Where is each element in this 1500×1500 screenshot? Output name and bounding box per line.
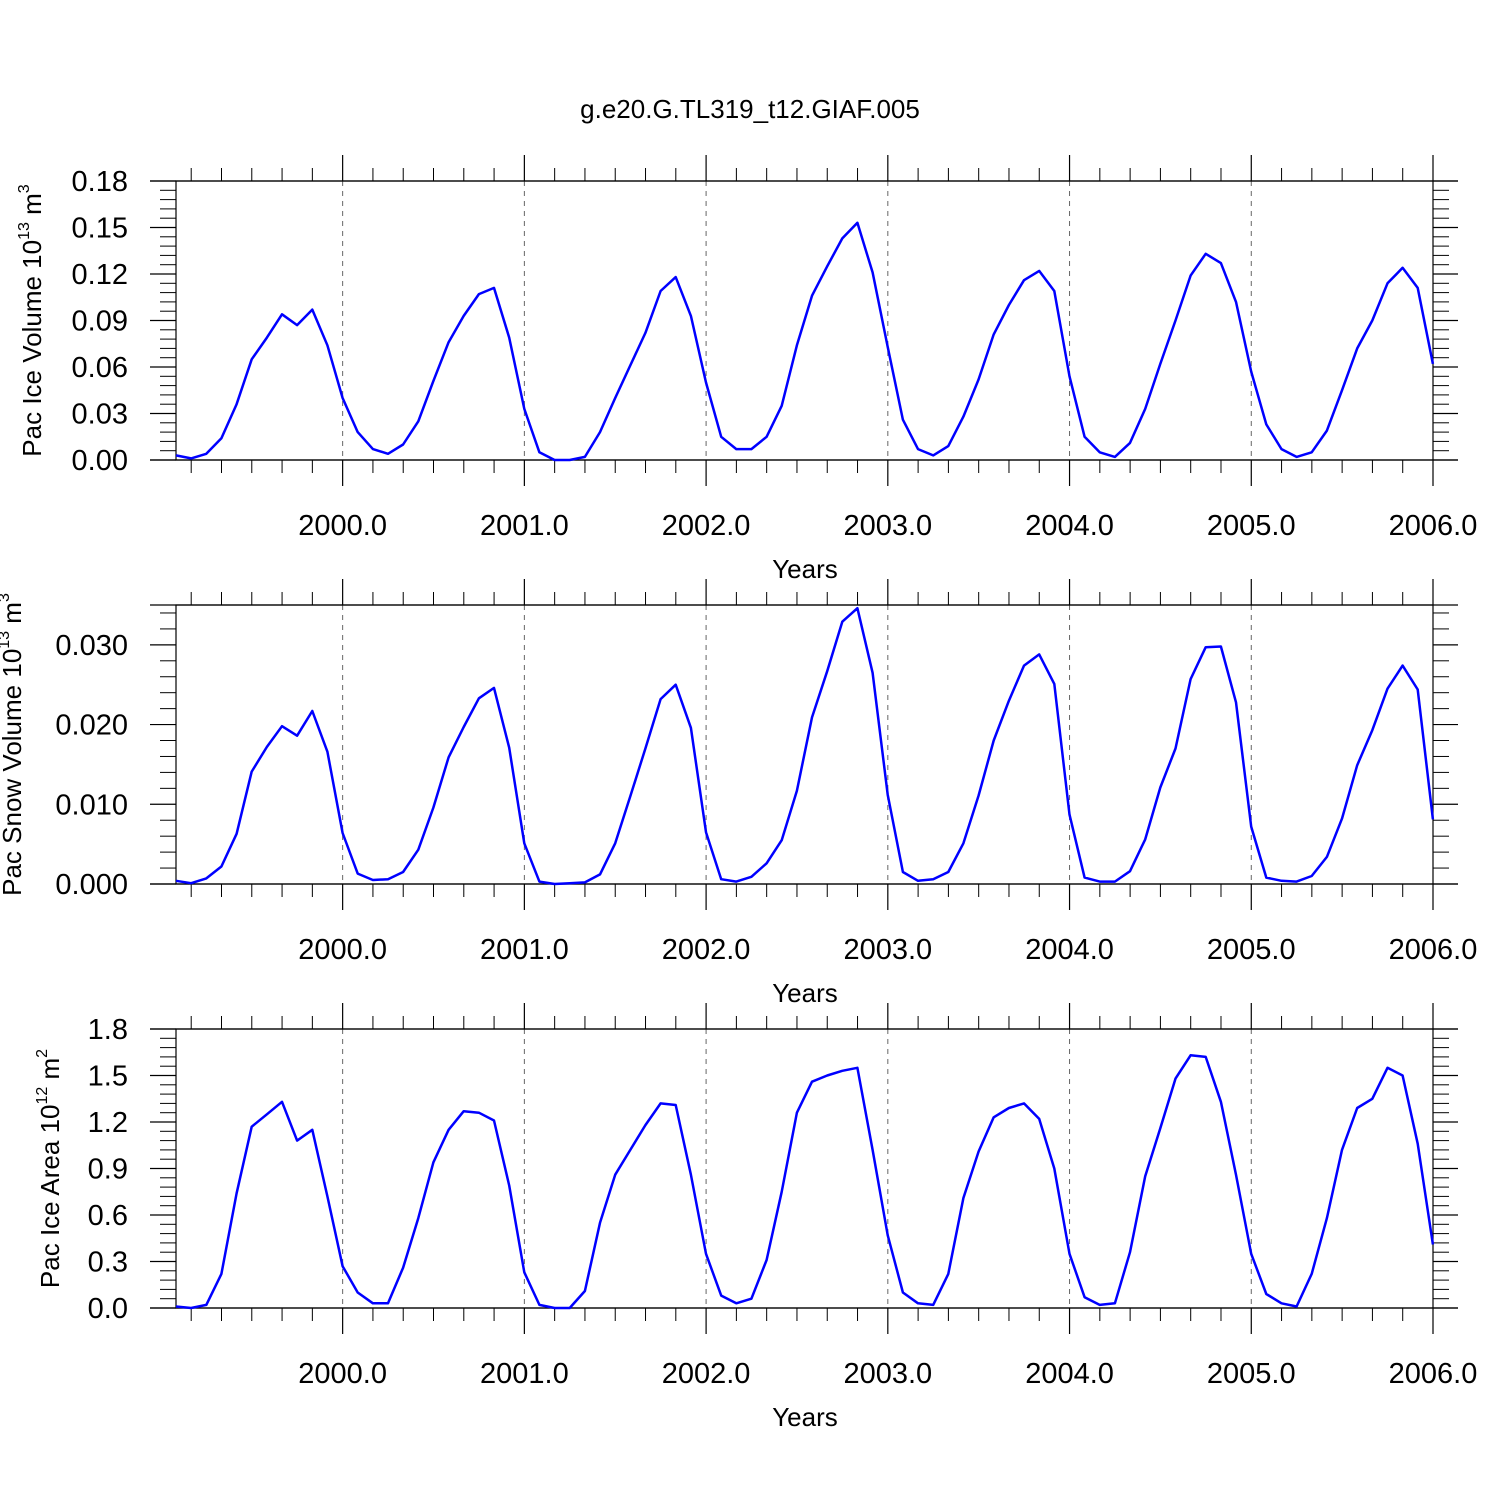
- y-tick-label: 0.00: [72, 445, 128, 477]
- plot-frame: [175, 604, 1434, 885]
- y-tick-label: 0.020: [55, 710, 128, 742]
- chart-panel-3: 0.0 0.3 0.6 0.9 1.2 1.5 1.8 2000.0 2001.0 2002.0 2…: [34, 1003, 1477, 1432]
- chart-panel-1: 0.00 0.03 0.06 0.09 0.12 0.15 0.18 2000.0 2001.0…: [16, 155, 1477, 584]
- x-tick-label: 2004.0: [1025, 510, 1114, 542]
- plot-frame: [175, 1028, 1434, 1309]
- x-tick-label: 2002.0: [662, 510, 751, 542]
- x-tick-label: 2003.0: [843, 510, 932, 542]
- y-tick-label: 0.9: [88, 1154, 128, 1186]
- x-tick-label: 2002.0: [662, 934, 751, 966]
- x-tick-label: 2006.0: [1389, 934, 1478, 966]
- x-tick-label: 2000.0: [298, 1358, 387, 1390]
- x-axis-label: Years: [772, 554, 838, 584]
- x-tick-label: 2001.0: [480, 1358, 569, 1390]
- y-tick-label: 1.8: [88, 1014, 128, 1046]
- y-tick-label: 0.12: [72, 259, 128, 291]
- y-tick-label: 0.15: [72, 213, 128, 245]
- data-series-line: [175, 221, 1435, 462]
- x-tick-label: 2005.0: [1207, 510, 1296, 542]
- y-axis-label: Pac Snow Volume 1013 m3: [0, 593, 27, 896]
- data-series-line: [175, 606, 1435, 886]
- y-tick-label: 0.000: [55, 869, 128, 901]
- y-tick-label: 0.6: [88, 1200, 128, 1232]
- x-tick-label: 2004.0: [1025, 1358, 1114, 1390]
- x-tick-label: 2000.0: [298, 510, 387, 542]
- chart-panel-2: 0.000 0.010 0.020 0.030 2000.0 2001.0 2002.0 20…: [0, 579, 1477, 1008]
- x-tick-label: 2006.0: [1389, 510, 1478, 542]
- x-tick-label: 2001.0: [480, 510, 569, 542]
- x-axis-label: Years: [772, 978, 838, 1008]
- y-tick-label: 1.2: [88, 1107, 128, 1139]
- y-tick-label: 0.010: [55, 789, 128, 821]
- y-tick-label: 0.06: [72, 352, 128, 384]
- x-tick-label: 2005.0: [1207, 1358, 1296, 1390]
- y-tick-label: 1.5: [88, 1061, 128, 1093]
- x-tick-label: 2003.0: [843, 1358, 932, 1390]
- x-tick-label: 2001.0: [480, 934, 569, 966]
- y-tick-label: 0.03: [72, 399, 128, 431]
- y-tick-label: 0.0: [88, 1293, 128, 1325]
- figure-title: g.e20.G.TL319_t12.GIAF.005: [580, 94, 920, 124]
- x-tick-label: 2006.0: [1389, 1358, 1478, 1390]
- y-axis-label: Pac Ice Area 1012 m2: [34, 1049, 65, 1288]
- x-tick-label: 2005.0: [1207, 934, 1296, 966]
- data-series-line: [175, 1054, 1435, 1310]
- x-tick-label: 2002.0: [662, 1358, 751, 1390]
- y-tick-label: 0.030: [55, 630, 128, 662]
- y-tick-label: 0.18: [72, 166, 128, 198]
- y-tick-label: 0.3: [88, 1247, 128, 1279]
- x-axis-label: Years: [772, 1402, 838, 1432]
- x-tick-label: 2000.0: [298, 934, 387, 966]
- x-tick-label: 2004.0: [1025, 934, 1114, 966]
- y-axis-label: Pac Ice Volume 1013 m3: [16, 184, 47, 457]
- y-tick-label: 0.09: [72, 306, 128, 338]
- x-tick-label: 2003.0: [843, 934, 932, 966]
